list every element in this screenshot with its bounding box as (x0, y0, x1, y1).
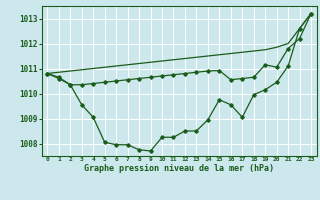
X-axis label: Graphe pression niveau de la mer (hPa): Graphe pression niveau de la mer (hPa) (84, 164, 274, 173)
